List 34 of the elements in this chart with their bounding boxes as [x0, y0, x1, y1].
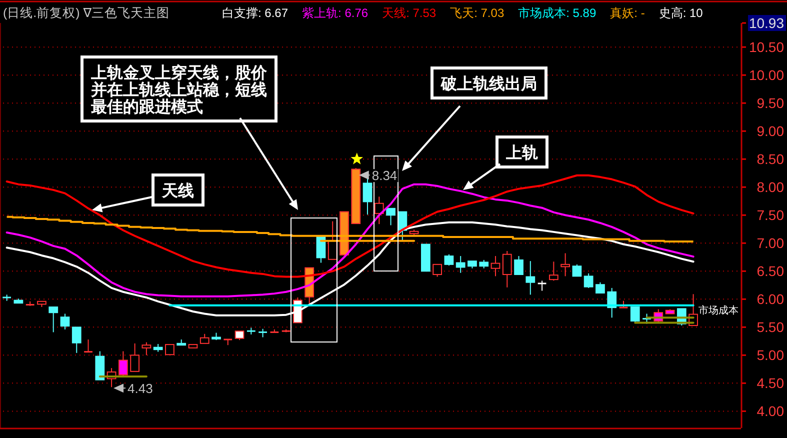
annotation: 8.34	[372, 168, 398, 184]
y-tick-label: 7.00	[756, 235, 784, 252]
text: 史高: 10	[658, 6, 704, 20]
annotation: 市场成本	[698, 304, 738, 316]
y-tick-label: 5.00	[756, 347, 784, 364]
annotation: 上轨金叉上穿天线，股价并在上轨线上站稳，短线最佳的跟进模式	[90, 64, 268, 116]
y-tick-label: 9.00	[756, 123, 784, 140]
callout: 天线	[92, 174, 204, 212]
y-tick-label: 6.00	[756, 291, 784, 308]
text: 紫上轨: 6.76	[302, 6, 368, 20]
text: 白支撑: 6.67	[222, 6, 288, 20]
y-tick-label: 4.00	[756, 403, 784, 420]
y-tick-label: 5.50	[756, 319, 784, 336]
text: 飞天: 7.03	[450, 6, 504, 20]
annotation: 天线	[161, 182, 194, 200]
y-tick-label: 6.50	[756, 263, 784, 280]
y-tick-label: 9.50	[756, 95, 784, 112]
annotation: 破上轨线出局	[440, 75, 537, 93]
note: 4.43	[114, 381, 154, 396]
annotation: 4.43	[128, 381, 153, 396]
annotation: 上轨	[505, 144, 538, 162]
y-tick-label: 4.50	[756, 375, 784, 392]
text: 真妖: -	[610, 6, 645, 20]
note: 8.34	[358, 168, 398, 184]
y-tick-label: 10.50	[748, 39, 784, 56]
text: 天线: 7.53	[382, 6, 436, 20]
y-tick-label: 7.50	[756, 207, 784, 224]
text: 市场成本: 5.89	[518, 6, 596, 20]
y-tick-label: 8.50	[756, 151, 784, 168]
callout: 上轨	[463, 136, 548, 190]
y-tick-label: 10.00	[748, 67, 784, 84]
y-tick-label: 8.00	[756, 179, 784, 196]
ytick-end: 10.93	[748, 15, 786, 31]
chart-title: (日线.前复权) ∇三色飞天主图	[3, 5, 170, 20]
